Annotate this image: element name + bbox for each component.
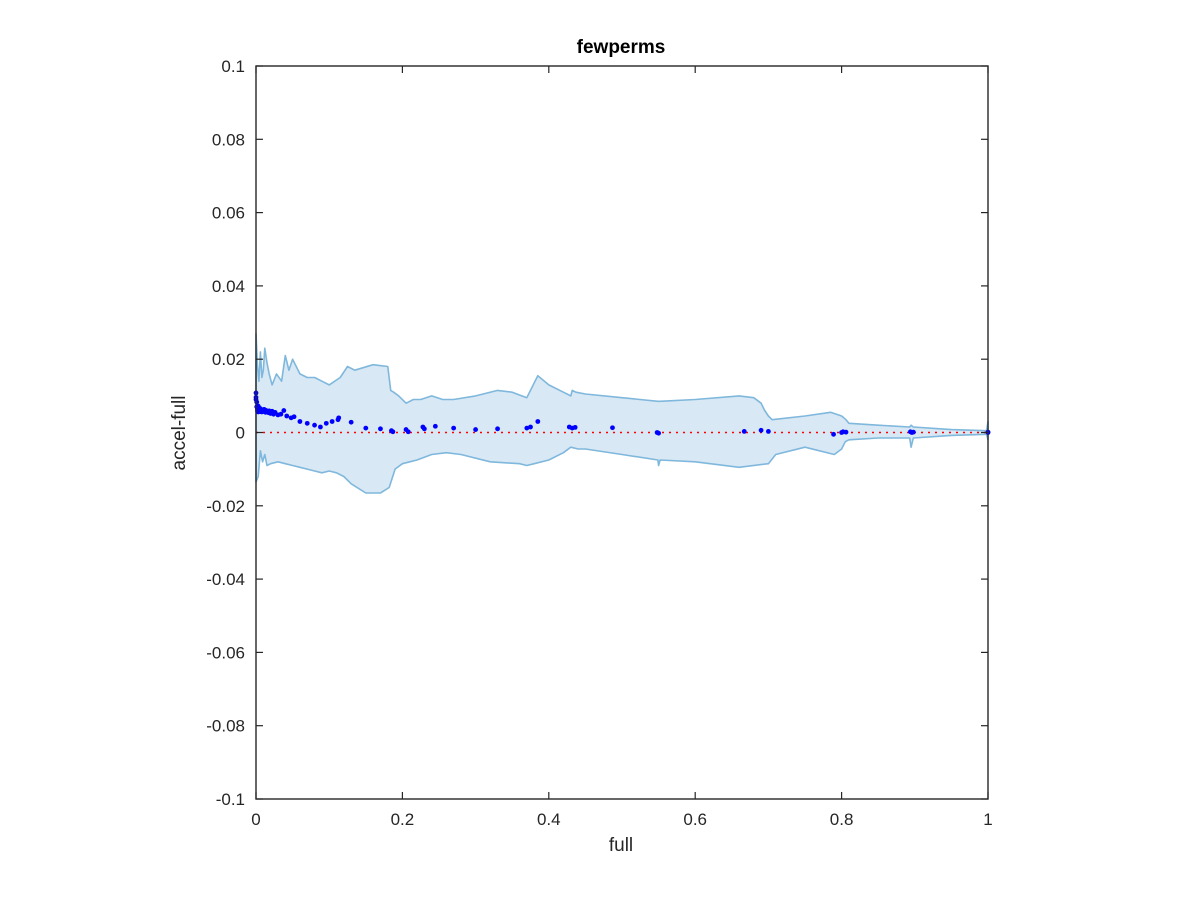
data-point (323, 420, 329, 426)
x-axis-label: full (609, 835, 633, 856)
chart-title: fewperms (577, 37, 666, 58)
data-point (528, 424, 533, 430)
y-tick-label: -0.06 (206, 643, 245, 662)
data-point (336, 415, 342, 421)
x-tick-label: 0.2 (391, 810, 415, 829)
data-point (451, 425, 457, 431)
data-point (348, 419, 354, 425)
data-point (278, 411, 284, 417)
x-tick-label: 0.8 (830, 810, 854, 829)
x-tick-label: 0 (251, 810, 260, 829)
data-point (284, 413, 290, 419)
y-tick-label: 0.08 (212, 130, 245, 149)
y-tick-label: -0.04 (206, 570, 245, 589)
data-point (572, 424, 578, 430)
data-point (304, 420, 310, 426)
data-point (378, 426, 383, 432)
data-point (421, 426, 427, 432)
data-point (535, 419, 541, 424)
x-tick-label: 0.6 (683, 810, 707, 829)
plot-area (253, 332, 991, 494)
data-point (741, 429, 747, 434)
axis-ticks: 0 0.2 0.4 0.6 0.8 1 -0.1 -0.08 -0.06 -0.04 -0.02 0 0… (206, 57, 992, 829)
y-tick-label: 0.06 (212, 204, 245, 223)
x-tick-label: 1 (983, 810, 992, 829)
y-tick-label: 0 (236, 424, 245, 443)
confidence-band (255, 332, 989, 494)
data-point (843, 429, 849, 435)
data-point (758, 427, 764, 433)
data-point (281, 408, 287, 413)
data-point (297, 419, 303, 424)
data-point (473, 427, 478, 432)
y-tick-label: -0.02 (206, 497, 245, 516)
data-point (405, 429, 411, 435)
data-point (610, 425, 615, 431)
x-tick-label: 0.4 (537, 810, 561, 829)
data-point (291, 414, 297, 420)
data-point (329, 419, 335, 424)
y-tick-label: -0.1 (216, 790, 245, 809)
y-tick-label: 0.04 (212, 277, 245, 296)
data-point (363, 425, 369, 431)
data-point (766, 429, 771, 434)
data-point (831, 431, 836, 437)
data-point (318, 424, 323, 430)
data-point (495, 426, 500, 432)
y-axis-label: accel-full (169, 396, 190, 471)
y-tick-label: -0.08 (206, 717, 245, 736)
data-point (656, 430, 661, 436)
y-tick-label: 0.02 (212, 350, 245, 369)
data-point (312, 422, 317, 428)
y-tick-label: 0.1 (221, 57, 245, 76)
data-point (910, 429, 916, 435)
data-point (524, 425, 530, 431)
data-point (432, 423, 438, 429)
data-point (390, 429, 396, 435)
data-points (253, 390, 991, 437)
